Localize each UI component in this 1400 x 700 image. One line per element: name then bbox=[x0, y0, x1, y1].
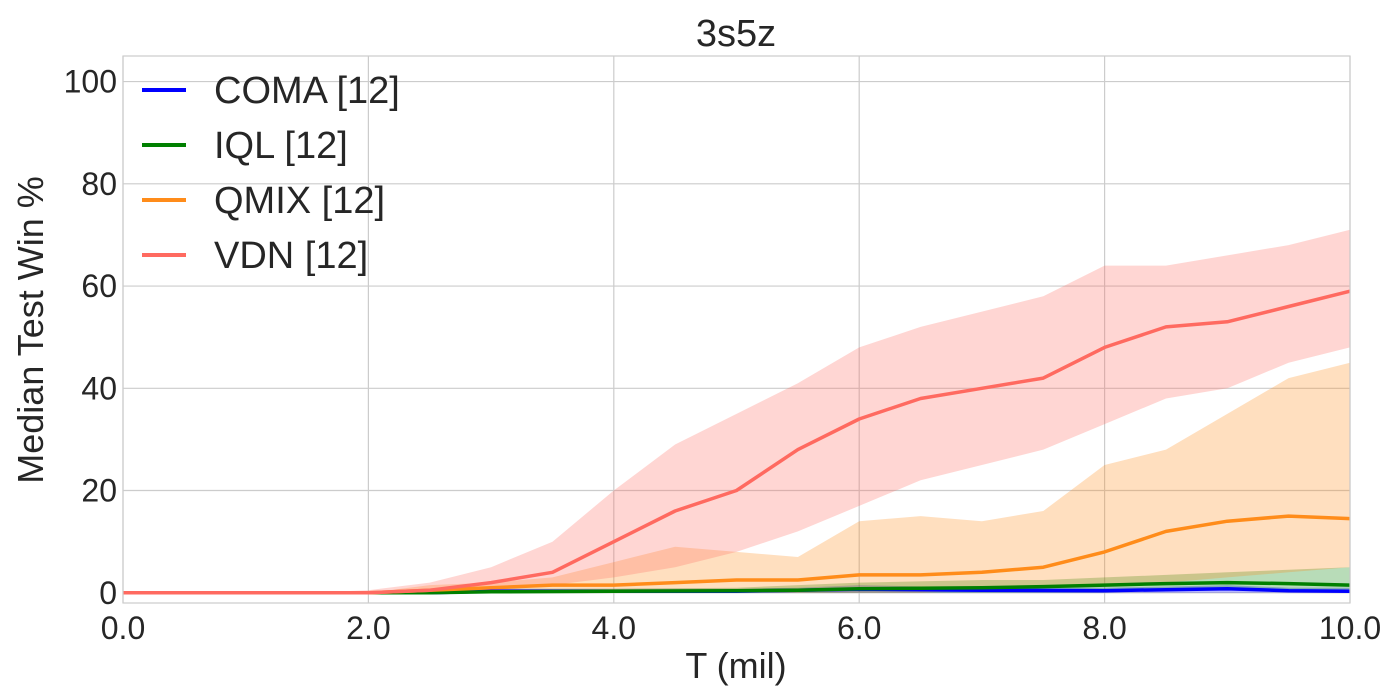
y-axis-label: Median Test Win % bbox=[10, 176, 51, 483]
y-tick-label: 60 bbox=[81, 268, 117, 304]
confidence-bands bbox=[123, 229, 1350, 593]
legend: COMA [12] IQL [12] QMIX [12] VDN [12] bbox=[142, 70, 400, 277]
legend-label-qmix: QMIX [12] bbox=[214, 180, 385, 222]
vdn-line bbox=[123, 289, 1351, 595]
legend-label-coma: COMA [12] bbox=[214, 70, 400, 112]
y-tick-label: 0 bbox=[99, 575, 117, 611]
x-tick-label: 10.0 bbox=[1319, 610, 1381, 646]
qmix-band bbox=[123, 362, 1350, 593]
y-tick-label: 80 bbox=[81, 166, 117, 202]
x-tick-label: 4.0 bbox=[592, 610, 636, 646]
x-tick-label: 0.0 bbox=[101, 610, 145, 646]
y-tick-label: 20 bbox=[81, 473, 117, 509]
legend-label-iql: IQL [12] bbox=[214, 125, 348, 167]
x-tick-label: 6.0 bbox=[837, 610, 881, 646]
y-tick-label: 100 bbox=[64, 64, 117, 100]
series-lines bbox=[123, 289, 1351, 595]
x-tick-label: 8.0 bbox=[1082, 610, 1126, 646]
tick-labels: 0.0 2.0 4.0 6.0 8.0 10.0 0 20 40 60 80 100 bbox=[64, 64, 1382, 646]
x-tick-label: 2.0 bbox=[346, 610, 390, 646]
chart-title: 3s5z bbox=[696, 13, 776, 55]
legend-label-vdn: VDN [12] bbox=[214, 235, 368, 277]
vdn-band bbox=[123, 229, 1350, 593]
y-tick-label: 40 bbox=[81, 370, 117, 406]
plot-frame bbox=[122, 55, 1351, 604]
x-axis-label: T (mil) bbox=[685, 645, 786, 686]
